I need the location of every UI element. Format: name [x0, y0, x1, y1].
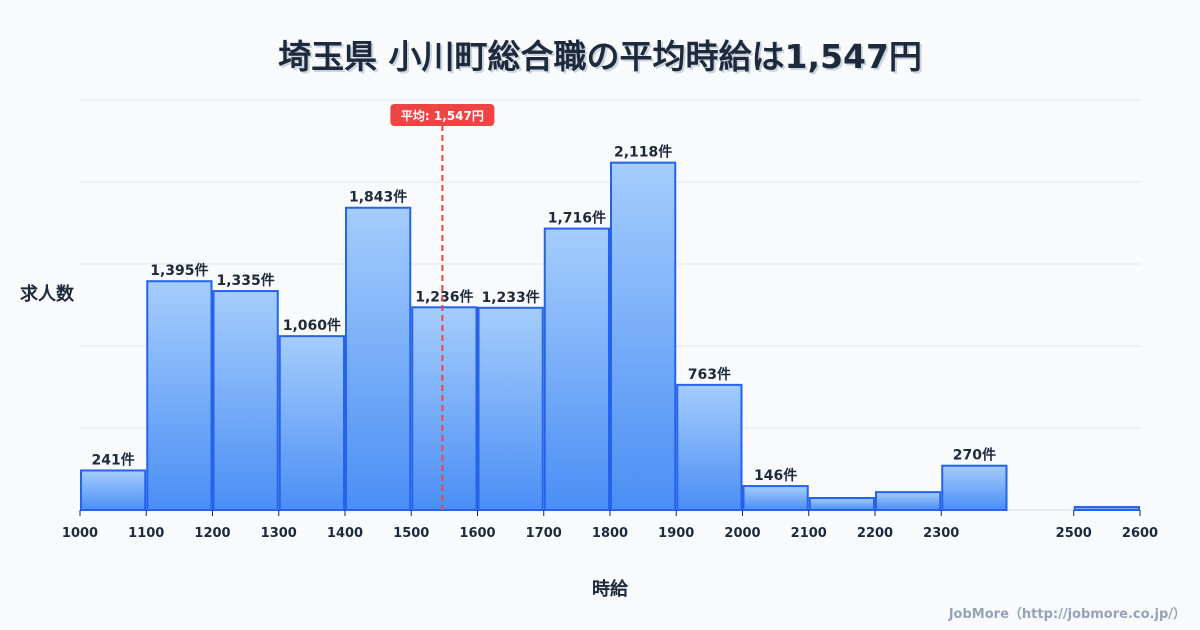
bar-value-label: 763件	[688, 366, 731, 383]
credit-text: JobMore（http://jobmore.co.jp/）	[948, 607, 1186, 622]
bar-value-label: 1,716件	[548, 210, 606, 227]
bar-value-label: 1,233件	[481, 289, 539, 306]
x-tick-label: 1100	[128, 526, 164, 541]
y-axis-label: 求人数	[20, 284, 74, 305]
x-tick-label: 1300	[261, 526, 297, 541]
bar-value-label: 1,843件	[349, 189, 407, 206]
x-axis-label: 時給	[592, 579, 628, 600]
x-tick-label: 1700	[526, 526, 562, 541]
x-tick-label: 1400	[327, 526, 363, 541]
x-tick-label: 1000	[62, 526, 98, 541]
histogram-bar	[477, 306, 544, 511]
bar-value-label: 1,335件	[216, 272, 274, 289]
mean-label: 平均: 1,547円	[401, 108, 484, 123]
histogram-bar	[875, 491, 942, 511]
histogram-bar	[941, 464, 1008, 511]
histogram-bar	[676, 383, 743, 512]
histogram-bar	[808, 497, 875, 512]
bar-value-label: 241件	[92, 451, 135, 468]
histogram-bar	[411, 306, 478, 511]
mean-badge	[390, 104, 495, 126]
histogram-bar	[278, 335, 345, 511]
x-tick-label: 1900	[658, 526, 694, 541]
histogram-bar	[212, 290, 279, 511]
histogram-bar	[345, 206, 412, 512]
x-tick-label: 2500	[1056, 526, 1092, 541]
x-tick-label: 2100	[791, 526, 827, 541]
x-tick-label: 1200	[194, 526, 230, 541]
bar-value-label: 1,395件	[150, 262, 208, 279]
x-tick-label: 2300	[923, 526, 959, 541]
x-tick-label: 2200	[857, 526, 893, 541]
bar-value-label: 2,118件	[614, 144, 672, 161]
histogram-bar	[543, 227, 610, 512]
bar-value-label: 146件	[754, 467, 797, 484]
chart-title: 埼玉県 小川町総合職の平均時給は1,547円	[278, 37, 922, 76]
histogram-bar	[1073, 506, 1140, 512]
x-tick-label: 1500	[393, 526, 429, 541]
x-tick-label: 1800	[592, 526, 628, 541]
histogram-bar	[80, 469, 147, 512]
bar-value-label: 1,060件	[283, 317, 341, 334]
histogram-bar	[742, 485, 809, 511]
bar-value-label: 1,236件	[415, 288, 473, 305]
x-tick-label: 2600	[1122, 526, 1158, 541]
histogram-bar	[146, 280, 213, 511]
histogram-bar	[610, 161, 677, 511]
x-tick-label: 2000	[724, 526, 760, 541]
x-tick-label: 1600	[459, 526, 495, 541]
bar-value-label: 270件	[953, 447, 996, 464]
